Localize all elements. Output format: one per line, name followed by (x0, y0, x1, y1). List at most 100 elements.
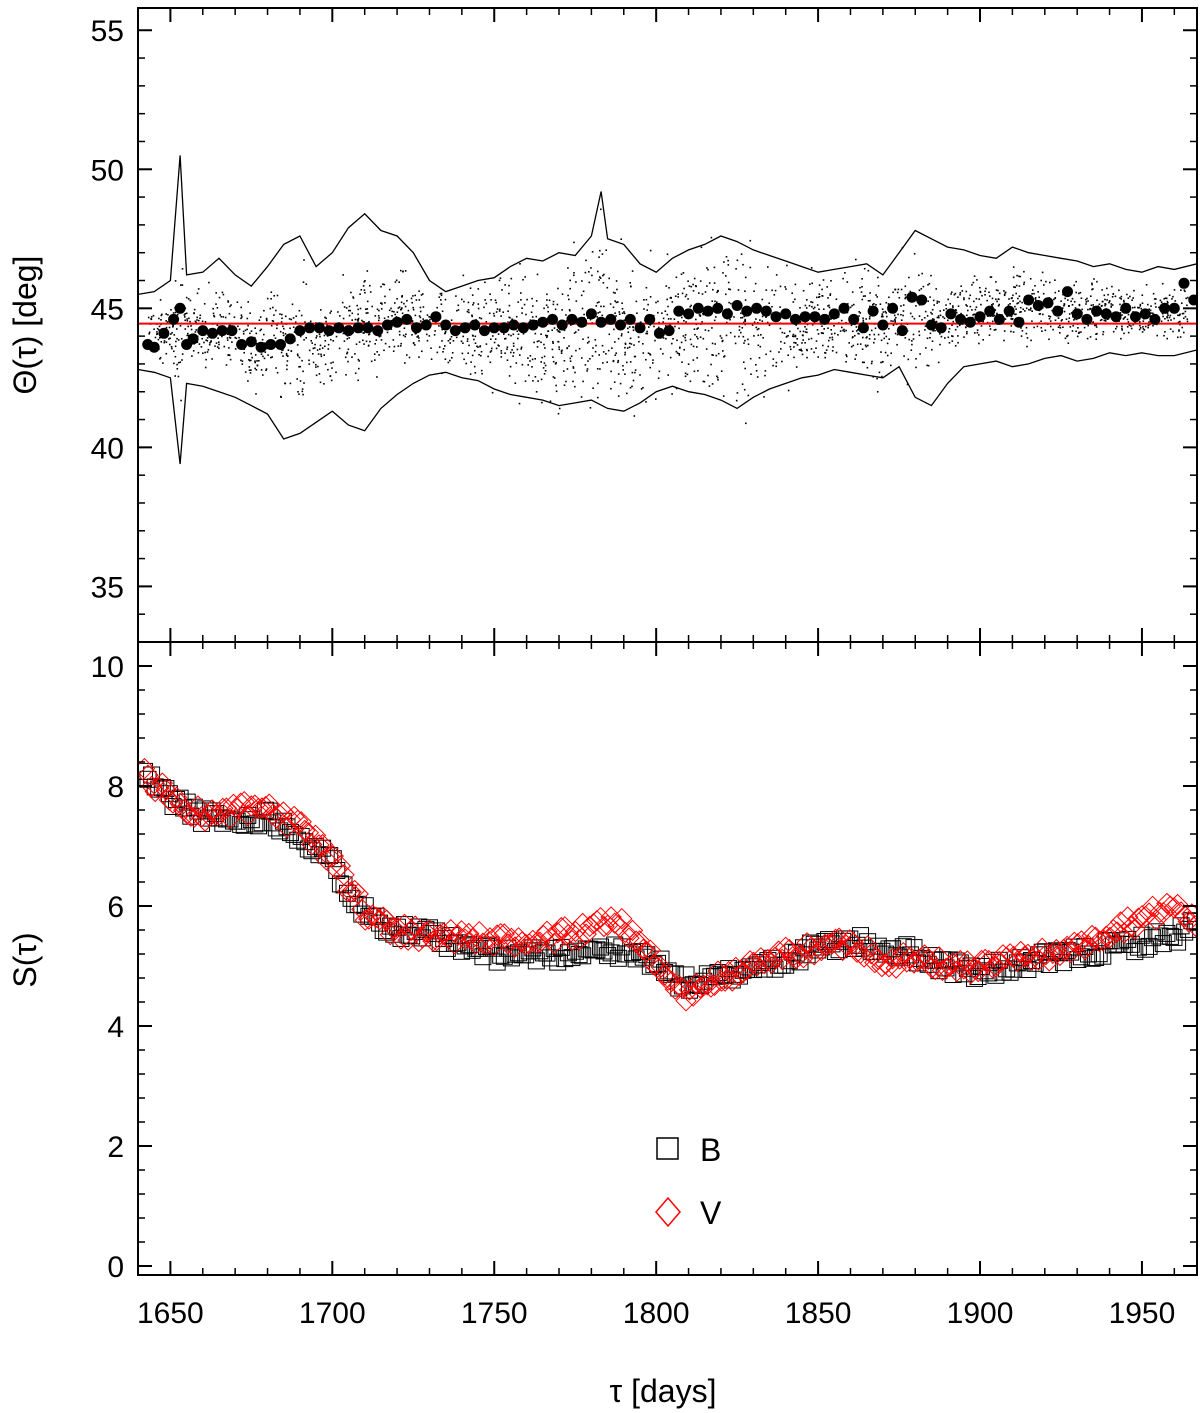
theta-cloud-dot (199, 314, 202, 317)
theta-cloud-dot (563, 384, 566, 386)
theta-cloud-dot (327, 368, 329, 371)
theta-point (896, 325, 908, 337)
x-tick-label: 1800 (623, 1297, 690, 1330)
series-b-marker (1154, 935, 1172, 953)
series-v-marker (696, 974, 719, 996)
series-v-marker (297, 821, 320, 844)
theta-cloud-dot (721, 340, 724, 343)
theta-cloud-dot (818, 293, 821, 295)
theta-cloud-dot (565, 314, 567, 316)
theta-cloud-dot (877, 276, 879, 279)
series-v-marker (871, 955, 893, 978)
theta-cloud-dot (1165, 297, 1168, 300)
theta-cloud-dot (411, 320, 414, 322)
theta-cloud-dot (729, 318, 731, 321)
series-b-marker (1005, 960, 1023, 978)
theta-cloud-dot (1058, 324, 1061, 327)
theta-cloud-dot (1004, 318, 1007, 320)
theta-cloud-dot (358, 367, 360, 370)
theta-cloud-dot (366, 308, 369, 310)
theta-cloud-dot (276, 371, 279, 374)
theta-cloud-dot (915, 358, 917, 360)
theta-cloud-dot (738, 335, 740, 338)
series-v-marker (500, 927, 523, 950)
theta-cloud-dot (1104, 320, 1107, 322)
series-v-marker (739, 950, 761, 972)
theta-cloud-dot (531, 366, 533, 368)
theta-cloud-dot (617, 361, 619, 364)
theta-cloud-dot (1076, 335, 1079, 338)
theta-cloud-dot (682, 272, 685, 274)
series-b-marker (228, 812, 246, 830)
series-b-marker (567, 942, 584, 960)
x-tick-label: 1750 (461, 1297, 528, 1330)
theta-cloud-dot (974, 332, 976, 334)
theta-cloud-dot (169, 343, 171, 346)
theta-cloud-dot (247, 301, 249, 303)
theta-cloud-dot (378, 354, 380, 356)
theta-cloud-dot (960, 285, 962, 287)
theta-cloud-dot (973, 275, 976, 277)
theta-cloud-dot (918, 330, 920, 333)
theta-point (1110, 311, 1122, 323)
theta-cloud-dot (662, 337, 665, 339)
theta-cloud-dot (690, 343, 693, 346)
theta-cloud-dot (199, 317, 201, 319)
theta-cloud-dot (743, 388, 746, 391)
theta-cloud-dot (516, 348, 519, 351)
theta-cloud-dot (933, 304, 935, 306)
series-v-marker (351, 898, 373, 920)
series-v-marker (322, 845, 345, 867)
theta-cloud-dot (628, 346, 631, 348)
theta-cloud-dot (524, 276, 526, 278)
theta-cloud-dot (393, 345, 396, 348)
theta-cloud-dot (347, 348, 350, 351)
theta-cloud-dot (791, 292, 793, 294)
x-tick-label: 1850 (785, 1297, 852, 1330)
theta-cloud-dot (286, 368, 288, 371)
series-v-marker (454, 928, 476, 950)
theta-cloud-dot (507, 321, 509, 323)
theta-cloud-dot (569, 279, 571, 282)
theta-cloud-dot (315, 337, 317, 339)
theta-cloud-dot (282, 325, 284, 328)
theta-cloud-dot (869, 299, 871, 302)
series-b-marker (1147, 923, 1165, 941)
theta-cloud-dot (505, 337, 507, 340)
theta-cloud-dot (520, 348, 522, 350)
theta-cloud-dot (220, 315, 223, 318)
theta-cloud-dot (775, 365, 777, 368)
theta-cloud-dot (698, 314, 701, 316)
theta-cloud-dot (1145, 284, 1148, 286)
theta-cloud-dot (764, 370, 767, 372)
theta-cloud-dot (512, 351, 515, 354)
theta-cloud-dot (1128, 324, 1131, 326)
theta-cloud-dot (715, 316, 717, 318)
theta-cloud-dot (402, 270, 404, 273)
theta-cloud-dot (346, 338, 349, 340)
theta-cloud-dot (743, 315, 746, 318)
theta-cloud-dot (601, 314, 604, 317)
theta-cloud-dot (557, 287, 559, 290)
theta-cloud-dot (810, 348, 813, 350)
theta-cloud-dot (804, 326, 806, 328)
theta-cloud-dot (620, 238, 622, 240)
theta-cloud-dot (1011, 318, 1013, 321)
y-tick-label: 45 (91, 293, 124, 326)
theta-cloud-dot (798, 349, 801, 351)
theta-cloud-dot (483, 306, 485, 309)
theta-cloud-dot (591, 355, 594, 357)
theta-cloud-dot (1014, 313, 1016, 316)
theta-cloud-dot (810, 337, 813, 340)
theta-cloud-dot (1048, 315, 1050, 317)
theta-cloud-dot (1021, 330, 1024, 332)
theta-cloud-dot (716, 291, 718, 294)
theta-cloud-dot (1159, 299, 1162, 302)
theta-cloud-dot (586, 342, 589, 344)
theta-cloud-dot (374, 343, 376, 345)
theta-cloud-dot (624, 351, 626, 354)
theta-cloud-dot (1089, 307, 1091, 310)
theta-cloud-dot (534, 376, 537, 378)
theta-cloud-dot (274, 337, 277, 339)
theta-cloud-dot (270, 356, 272, 359)
